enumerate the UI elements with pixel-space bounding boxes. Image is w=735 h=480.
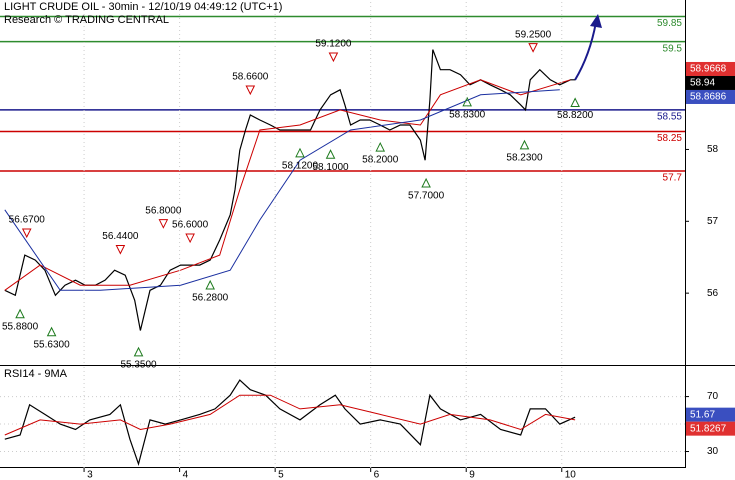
- high-marker: [158, 219, 169, 229]
- forecast-arrow-head: [590, 14, 602, 28]
- series-line: [4, 79, 571, 291]
- value-tag: [686, 61, 735, 76]
- value-tag-label: 58.8686: [690, 92, 727, 103]
- high-marker: [185, 233, 195, 244]
- low-label: 55.3500: [120, 359, 157, 370]
- low-label: 58.8300: [449, 109, 486, 120]
- forecast-arrow: [574, 21, 597, 81]
- value-tag: [686, 89, 735, 104]
- high-label: 58.6600: [232, 72, 269, 83]
- high-marker: [245, 85, 256, 96]
- low-marker: [519, 139, 530, 150]
- low-marker: [295, 147, 305, 158]
- high-marker: [328, 52, 339, 63]
- low-label: 58.1200: [282, 160, 319, 171]
- low-label: 57.7000: [408, 191, 445, 202]
- x-tick-label: 5: [278, 470, 284, 480]
- low-label: 58.2000: [362, 155, 399, 166]
- high-label: 59.1200: [315, 39, 352, 50]
- high-marker: [528, 43, 538, 53]
- value-tag-label: 58.94: [690, 78, 715, 89]
- high-label: 56.6700: [9, 215, 46, 226]
- low-label: 56.2800: [192, 293, 229, 304]
- low-label: 58.2300: [506, 153, 543, 164]
- level-label: 59.85: [657, 18, 682, 29]
- low-label: 55.8800: [2, 321, 39, 332]
- low-marker: [205, 279, 215, 290]
- low-marker: [15, 308, 25, 319]
- x-tick-label: 4: [183, 470, 189, 480]
- value-tag: [686, 407, 735, 422]
- x-tick-label: 9: [469, 470, 475, 480]
- low-marker: [570, 97, 580, 108]
- low-marker: [46, 326, 57, 337]
- high-label: 56.6000: [172, 220, 209, 231]
- high-marker: [115, 245, 126, 255]
- chart-title: LIGHT CRUDE OIL - 30min - 12/10/19 04:49…: [4, 1, 282, 13]
- y-tick-label: 30: [707, 446, 719, 457]
- y-tick-label: 56: [707, 288, 719, 299]
- rsi-title: RSI14 - 9MA: [4, 368, 68, 380]
- x-tick-label: 10: [565, 470, 577, 480]
- low-marker: [325, 149, 336, 159]
- low-marker: [133, 346, 144, 357]
- level-label: 59.5: [663, 43, 683, 54]
- low-label: 55.6300: [34, 339, 71, 350]
- y-tick-label: 70: [707, 391, 719, 402]
- value-tag-label: 58.9668: [690, 64, 727, 75]
- low-marker: [421, 177, 431, 188]
- high-label: 59.2500: [515, 29, 552, 40]
- high-marker: [21, 228, 32, 239]
- chart-subtitle: Research © TRADING CENTRAL: [4, 14, 169, 26]
- value-tag: [686, 421, 735, 436]
- level-label: 58.25: [657, 133, 682, 144]
- y-tick-label: 58: [707, 144, 719, 155]
- value-tag: [686, 75, 735, 90]
- low-marker: [462, 96, 472, 107]
- low-label: 58.8200: [557, 110, 594, 121]
- level-label: 57.7: [663, 173, 683, 184]
- x-tick-label: 6: [374, 470, 380, 480]
- series-line: [4, 89, 560, 291]
- y-tick-label: 57: [707, 216, 719, 227]
- low-label: 58.1000: [312, 162, 349, 173]
- value-tag-label: 51.8267: [690, 423, 727, 434]
- series-line: [4, 394, 576, 436]
- high-label: 56.8000: [145, 205, 182, 216]
- x-tick-label: 3: [87, 470, 93, 480]
- value-tag-label: 51.67: [690, 409, 715, 420]
- low-marker: [375, 141, 386, 152]
- level-label: 58.55: [657, 112, 682, 123]
- high-label: 56.4400: [102, 231, 139, 242]
